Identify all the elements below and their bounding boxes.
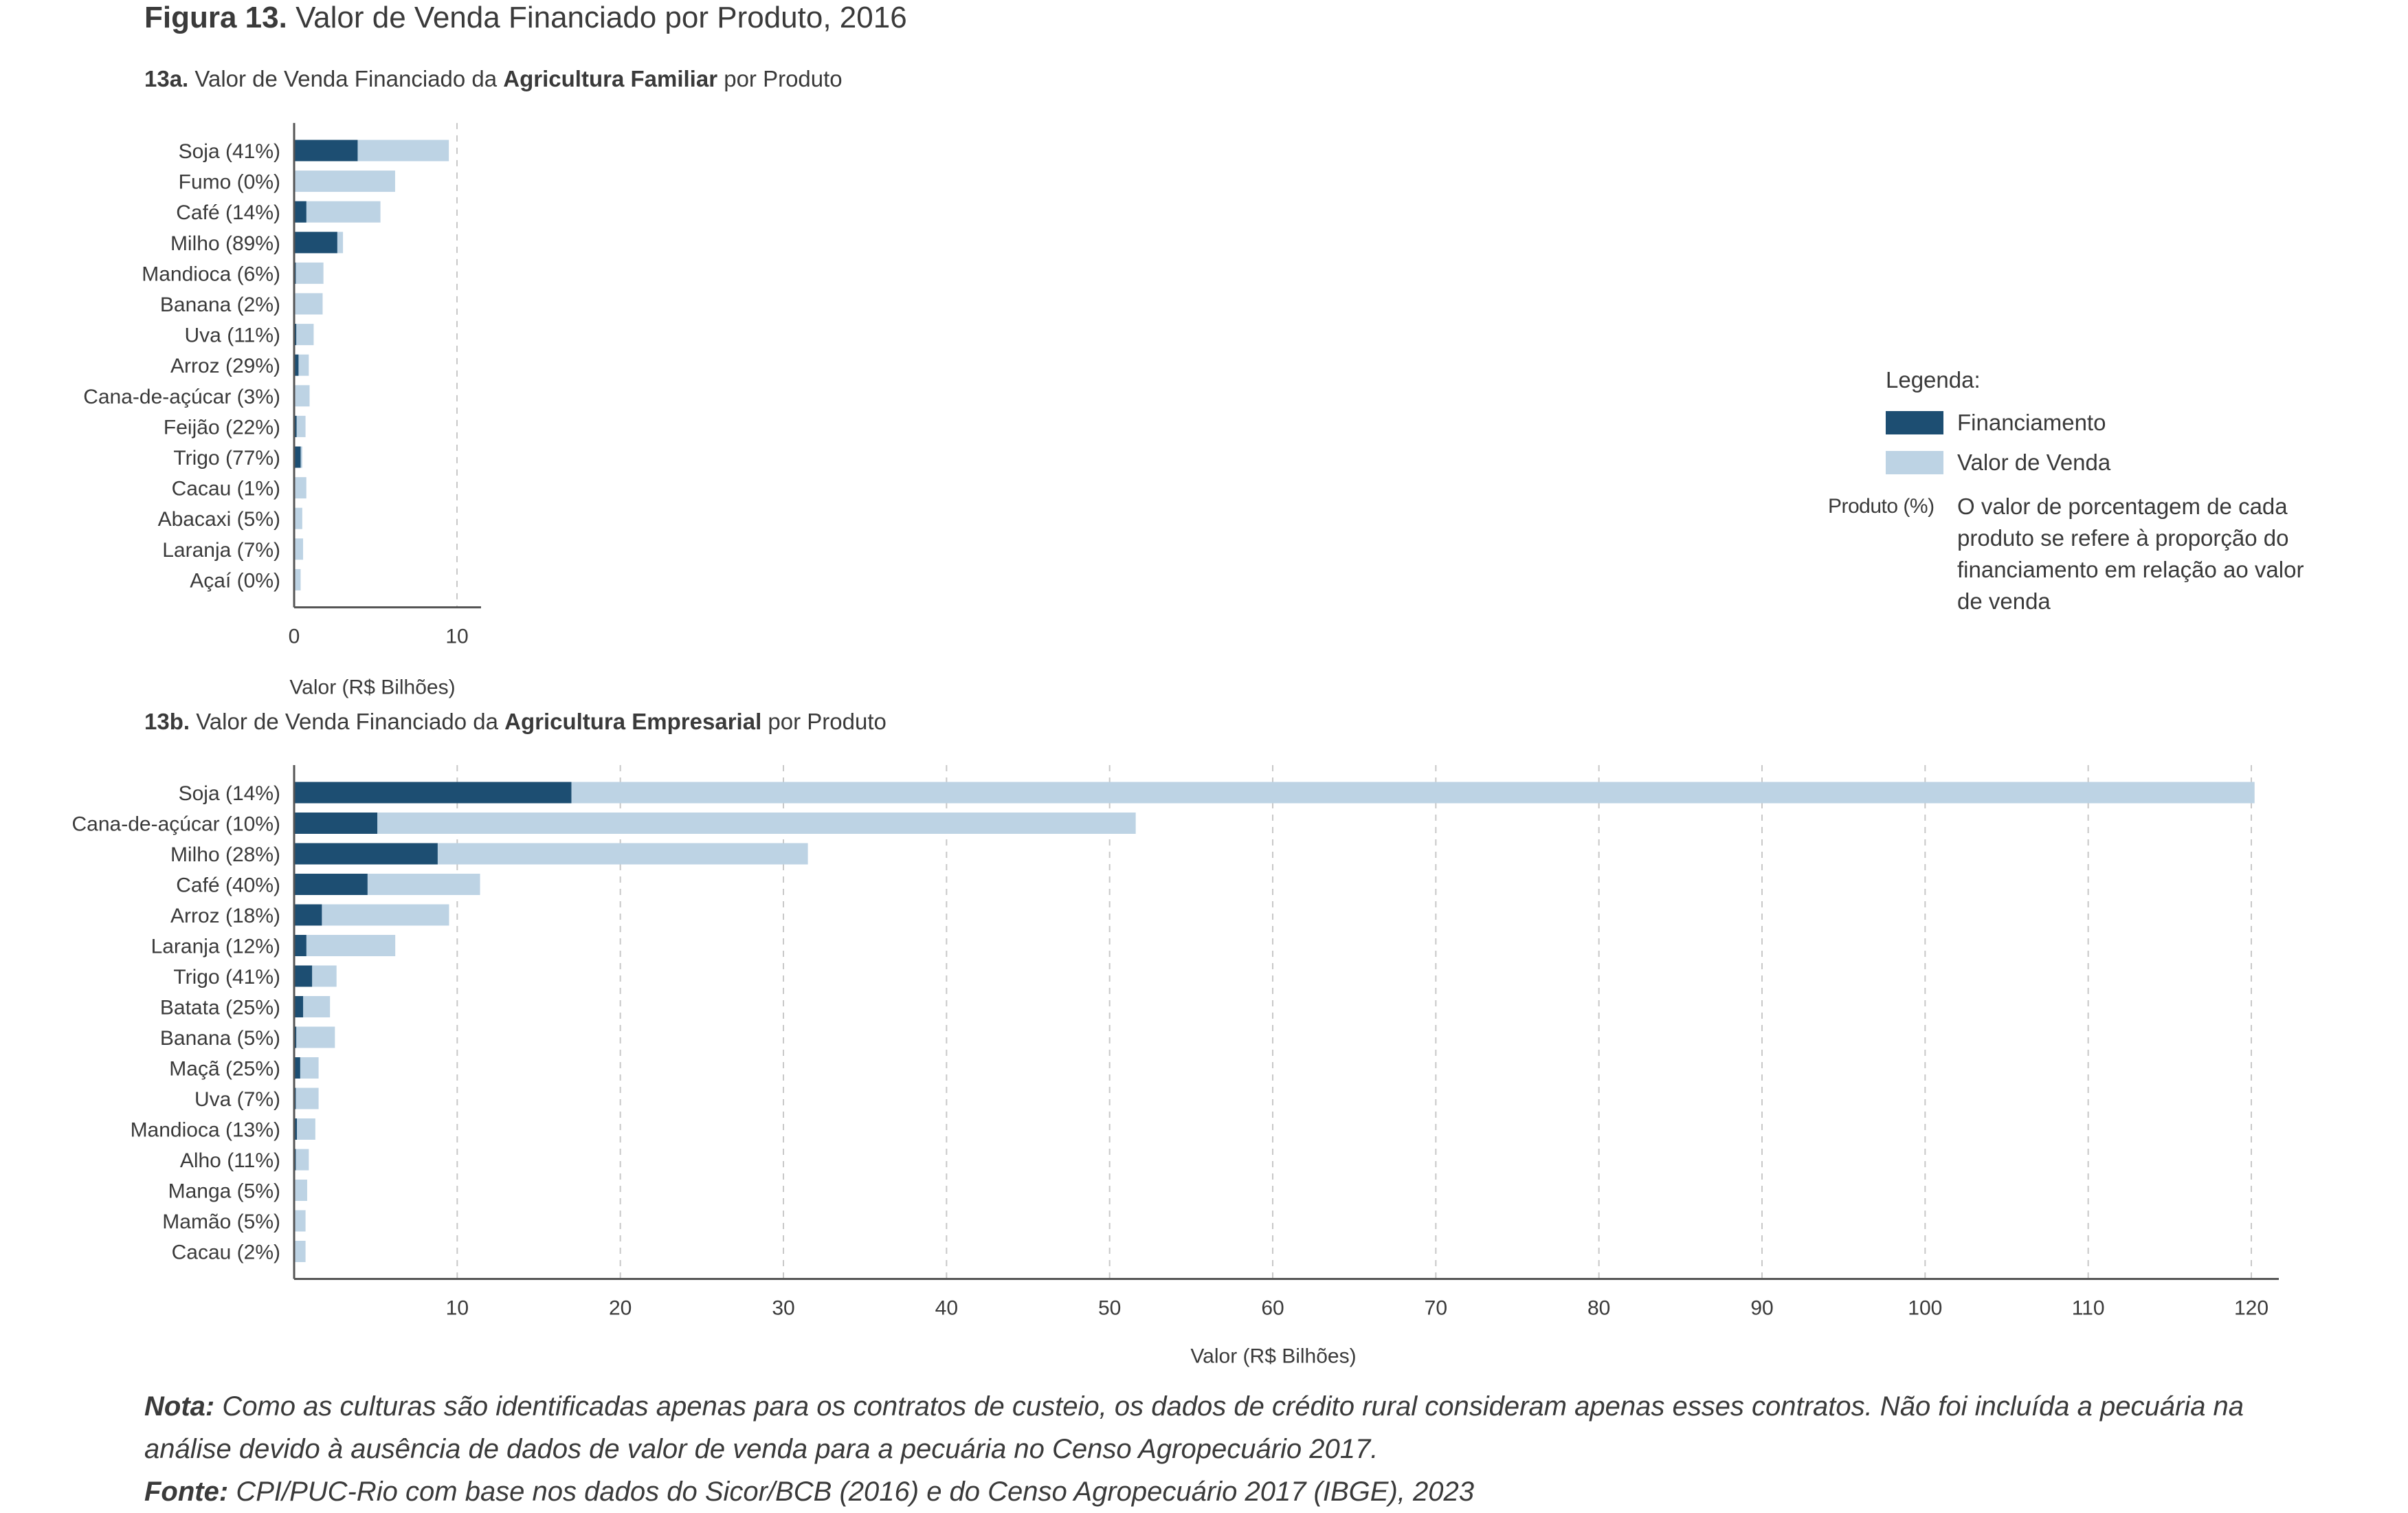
legend-label-valor-venda: Valor de Venda bbox=[1957, 447, 2110, 478]
legend-produto-desc: O valor de porcentagem de cada produto s… bbox=[1957, 491, 2315, 617]
chart-13b-category-label: Café (40%) bbox=[176, 874, 280, 897]
chart-13b-x-tick-label: 120 bbox=[2234, 1297, 2268, 1320]
chart-13b-category-label: Milho (28%) bbox=[170, 843, 280, 866]
chart-13b-bar-financiamento-soja-14 bbox=[294, 782, 571, 804]
chart-13b-bar-valor-venda-mamao-5 bbox=[294, 1211, 306, 1232]
chart-13b-bar-valor-venda-banana-5 bbox=[294, 1027, 335, 1048]
chart-13b-category-label: Uva (7%) bbox=[194, 1088, 280, 1111]
chart-13b-bar-financiamento-cafe-40 bbox=[294, 874, 368, 895]
chart-13b-category-label: Manga (5%) bbox=[168, 1180, 280, 1203]
chart-13b-category-label: Soja (14%) bbox=[179, 782, 280, 805]
chart-13b-category-label: Laranja (12%) bbox=[151, 936, 280, 958]
chart-13b-category-label: Alho (11%) bbox=[180, 1149, 280, 1172]
chart-13b-bar-valor-venda-alho-11 bbox=[294, 1149, 309, 1171]
chart-13b-bar-valor-venda-uva-7 bbox=[294, 1088, 319, 1109]
nota-text: Como as culturas são identificadas apena… bbox=[144, 1391, 2244, 1464]
legend-title: Legenda: bbox=[1886, 364, 1981, 396]
nota-label: Nota: bbox=[144, 1391, 214, 1422]
chart-13b-category-label: Cana-de-açúcar (10%) bbox=[72, 813, 280, 836]
legend-produto-key: Produto (%) bbox=[1828, 491, 1935, 522]
chart-13b-bar-valor-venda-cana-de-acucar-10 bbox=[294, 813, 1136, 834]
chart-13b-x-tick-label: 50 bbox=[1098, 1297, 1121, 1320]
chart-13b-bar-financiamento-batata-25 bbox=[294, 996, 303, 1017]
chart-13b-x-axis-label: Valor (R$ Bilhões) bbox=[1190, 1345, 1356, 1368]
legend-item-valor-venda: Valor de Venda bbox=[1886, 447, 2110, 478]
chart-13b-x-tick-label: 20 bbox=[609, 1297, 632, 1320]
chart-13b-category-label: Cacau (2%) bbox=[172, 1241, 280, 1264]
fonte-label: Fonte: bbox=[144, 1477, 228, 1507]
chart-13b-bar-valor-venda-cacau-2 bbox=[294, 1241, 306, 1262]
chart-13b-category-label: Trigo (41%) bbox=[173, 966, 280, 989]
chart-13b-category-label: Maçã (25%) bbox=[169, 1058, 280, 1081]
chart-13b-bar-valor-venda-mandioca-13 bbox=[294, 1118, 315, 1140]
chart-13b-x-tick-label: 70 bbox=[1425, 1297, 1447, 1320]
chart-13b-x-tick-label: 100 bbox=[1908, 1297, 1942, 1320]
chart-13b-category-label: Arroz (18%) bbox=[170, 905, 280, 927]
chart-13b-x-tick-label: 30 bbox=[772, 1297, 794, 1320]
chart-13b-x-tick-label: 10 bbox=[446, 1297, 469, 1320]
chart-13b-x-tick-label: 90 bbox=[1750, 1297, 1773, 1320]
chart-13b-bar-valor-venda-laranja-12 bbox=[294, 935, 395, 956]
legend-label-financiamento: Financiamento bbox=[1957, 407, 2106, 439]
chart-13b-bar-financiamento-cana-de-acucar-10 bbox=[294, 813, 377, 834]
nota: Nota: Como as culturas são identificadas… bbox=[144, 1385, 2309, 1470]
chart-13b-category-label: Batata (25%) bbox=[160, 997, 280, 1019]
chart-13b-bar-financiamento-arroz-18 bbox=[294, 905, 322, 926]
chart-13b-x-tick-label: 60 bbox=[1261, 1297, 1284, 1320]
chart-13b-category-label: Mandioca (13%) bbox=[131, 1119, 280, 1142]
notes: Nota: Como as culturas são identificadas… bbox=[144, 1385, 2309, 1513]
legend-swatch-valor-venda bbox=[1886, 451, 1943, 474]
chart-13b-x-tick-label: 80 bbox=[1587, 1297, 1610, 1320]
chart-13b-bar-financiamento-laranja-12 bbox=[294, 935, 306, 956]
chart-13b-bar-financiamento-trigo-41 bbox=[294, 966, 312, 987]
legend-item-financiamento: Financiamento bbox=[1886, 407, 2106, 439]
chart-13b-x-tick-label: 110 bbox=[2072, 1297, 2105, 1320]
chart-13b-x-tick-label: 40 bbox=[935, 1297, 958, 1320]
chart-13b-bar-valor-venda-soja-14 bbox=[294, 782, 2255, 804]
legend-swatch-financiamento bbox=[1886, 411, 1943, 434]
chart-13b-bar-financiamento-milho-28 bbox=[294, 843, 438, 865]
chart-13b-bar-valor-venda-manga-5 bbox=[294, 1180, 307, 1201]
fonte: Fonte: CPI/PUC-Rio com base nos dados do… bbox=[144, 1470, 2309, 1513]
fonte-text: CPI/PUC-Rio com base nos dados do Sicor/… bbox=[236, 1477, 1474, 1507]
chart-13b-category-label: Banana (5%) bbox=[160, 1027, 280, 1050]
chart-13b-category-label: Mamão (5%) bbox=[162, 1211, 280, 1233]
